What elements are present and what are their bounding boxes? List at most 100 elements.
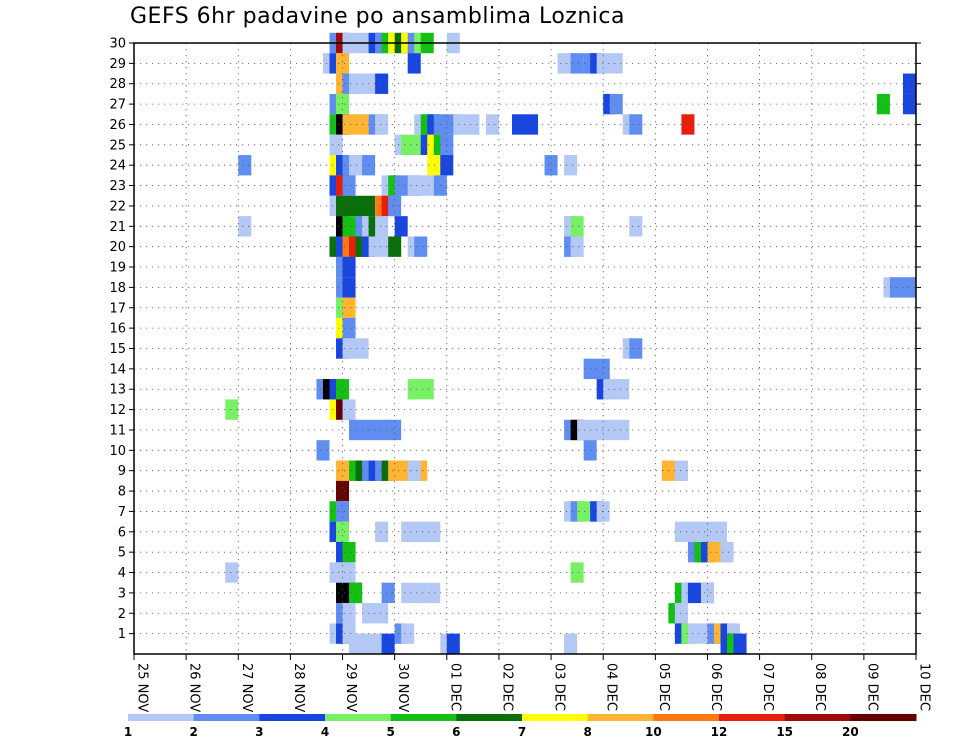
y-tick-label: 14	[109, 362, 126, 377]
colorbar-label: 12	[711, 725, 728, 739]
heatmap-cell	[401, 521, 441, 542]
heatmap-cell	[681, 114, 695, 135]
heatmap-cell	[336, 379, 350, 400]
colorbar-label: 4	[321, 725, 329, 739]
y-tick-label: 3	[118, 586, 126, 601]
y-tick-label: 25	[109, 138, 126, 153]
chart-title: GEFS 6hr padavine po ansamblima Loznica	[130, 4, 625, 29]
y-tick-label: 8	[118, 485, 126, 500]
colorbar-swatch	[128, 714, 195, 721]
heatmap-cell	[902, 93, 916, 115]
heatmap-cell	[336, 480, 350, 502]
heatmap-cell	[238, 216, 252, 237]
y-tick-label: 27	[109, 98, 126, 113]
colorbar-swatch	[719, 714, 786, 721]
heatmap-cell	[674, 603, 688, 624]
colorbar-label: 3	[255, 725, 263, 739]
colorbar-swatch	[653, 714, 720, 721]
heatmap-cell	[570, 53, 584, 74]
colorbar-swatch	[259, 714, 326, 721]
x-tick-label: 27 NOV	[239, 663, 254, 712]
colorbar-label: 7	[518, 725, 526, 739]
heatmap-cell	[349, 633, 389, 654]
y-tick-label: 24	[109, 159, 126, 174]
heatmap-cell	[902, 73, 916, 94]
heatmap-cell	[401, 582, 428, 604]
heatmap-cell	[564, 633, 578, 654]
heatmap-cell	[342, 256, 356, 278]
heatmap-cell	[603, 379, 630, 400]
x-tick-label: 02 DEC	[499, 663, 514, 711]
heatmap-cell	[342, 399, 356, 420]
heatmap-cell	[407, 175, 434, 196]
y-tick-label: 10	[109, 444, 126, 459]
y-tick-label: 22	[109, 199, 126, 214]
colorbar-label: 20	[842, 725, 859, 739]
x-tick-label: 26 NOV	[187, 663, 202, 712]
heatmap-cell	[381, 582, 395, 604]
heatmap-cell	[342, 541, 356, 563]
heatmap-cell	[336, 195, 376, 217]
heatmap-cell	[375, 73, 389, 94]
heatmap-cell	[629, 338, 643, 359]
x-tick-label: 09 DEC	[864, 663, 879, 711]
y-tick-label: 6	[118, 525, 126, 540]
colorbar-label: 8	[583, 725, 591, 739]
y-tick-label: 23	[109, 179, 126, 194]
heatmap-cell	[564, 155, 578, 176]
y-tick-label: 16	[109, 322, 126, 337]
y-tick-label: 17	[109, 301, 126, 316]
colorbar-swatch	[390, 714, 457, 721]
y-tick-label: 21	[109, 220, 126, 235]
colorbar-swatch	[850, 714, 917, 721]
heatmap-cell	[414, 236, 428, 257]
x-tick-label: 06 DEC	[708, 663, 723, 711]
y-tick-label: 1	[118, 627, 126, 642]
heatmap-cell	[388, 236, 402, 257]
colorbar-label: 1	[124, 725, 132, 739]
heatmap-cell	[570, 216, 584, 237]
heatmap-cell	[342, 277, 356, 298]
heatmap-cell	[674, 460, 688, 481]
colorbar-swatch	[784, 714, 851, 721]
colorbar: 1 2 3 4 5 6 7 8 10 12 15 20	[124, 714, 917, 739]
colorbar-swatch	[456, 714, 523, 721]
x-tick-label: 10 DEC	[917, 663, 932, 711]
heatmap-cell	[336, 53, 350, 74]
y-tick-label: 7	[118, 505, 126, 520]
heatmap-cell	[674, 521, 728, 542]
x-tick-label: 03 DEC	[552, 663, 567, 711]
heatmap-cell	[609, 93, 623, 115]
x-tick-label: 29 NOV	[343, 663, 358, 712]
y-tick-label: 28	[109, 77, 126, 92]
y-tick-label: 29	[109, 57, 126, 72]
y-tick-label: 2	[118, 607, 126, 622]
heatmap-cell	[446, 633, 460, 654]
heatmap-cell	[375, 114, 389, 135]
heatmap-cell	[342, 175, 356, 196]
heatmap-cell	[329, 562, 356, 583]
heatmap-cell	[316, 440, 330, 461]
heatmap-cell	[342, 317, 356, 339]
heatmap-cell	[225, 399, 239, 420]
y-tick-label: 11	[109, 423, 126, 438]
heatmap-cell	[375, 521, 389, 542]
heatmap-cell	[629, 114, 643, 135]
y-tick-label: 13	[109, 383, 126, 398]
heatmap-cell	[596, 53, 623, 74]
heatmap-cell	[342, 114, 369, 135]
heatmap-cell	[342, 603, 356, 624]
heatmap-cell	[336, 521, 350, 542]
y-tick-label: 9	[118, 464, 126, 479]
heatmap-cell	[329, 134, 343, 156]
colorbar-swatch	[522, 714, 589, 721]
heatmap-cell	[225, 562, 239, 583]
heatmap-cell	[720, 541, 734, 563]
heatmap-cell	[485, 114, 499, 135]
heatmap-cell	[876, 93, 890, 115]
heatmap-cell	[375, 216, 389, 237]
y-tick-label: 12	[109, 403, 126, 418]
x-tick-label: 25 NOV	[135, 663, 150, 712]
heatmap-cell	[629, 216, 643, 237]
